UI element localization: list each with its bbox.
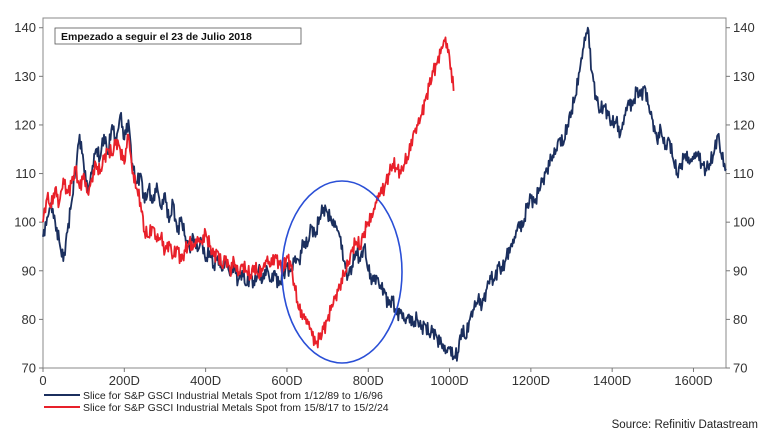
highlight-ellipse [281, 180, 403, 364]
y-axis-left: 70 80 90 100 110 120 130 140 [14, 20, 43, 376]
y-tick-label-right: 120 [733, 117, 755, 132]
y-tick-label-left: 110 [15, 166, 36, 181]
x-tick-label: 1400D [593, 373, 631, 388]
legend-label-series-1: Slice for S&P GSCI Industrial Metals Spo… [83, 390, 383, 402]
x-tick-label: 800D [353, 373, 384, 388]
y-tick-label-left: 120 [14, 117, 36, 132]
x-axis: 0 200D 400D 600D 800D 1000D 1200D 1400D 1600D [39, 368, 713, 388]
y-axis-right: 70 80 90 100 110 120 130 140 [726, 20, 755, 376]
series-layer [42, 26, 727, 362]
y-tick-label-right: 130 [733, 69, 755, 84]
source-text: Source: Refinitiv Datastream [612, 419, 758, 431]
y-tick-label-right: 90 [733, 263, 747, 278]
annotation-box [54, 27, 302, 45]
series-line-2 [42, 36, 455, 349]
x-tick-label: 0 [39, 373, 46, 388]
legend-label-series-2: Slice for S&P GSCI Industrial Metals Spo… [83, 402, 389, 414]
y-tick-label-left: 140 [14, 20, 36, 35]
y-tick-label-right: 140 [733, 20, 755, 35]
y-tick-label-right: 100 [733, 215, 755, 230]
y-tick-label-left: 90 [22, 263, 36, 278]
x-tick-label: 600D [271, 373, 302, 388]
y-tick-label-left: 100 [14, 215, 36, 230]
x-tick-label: 1000D [430, 373, 468, 388]
y-tick-label-left: 130 [14, 69, 36, 84]
x-tick-label: 1600D [674, 373, 712, 388]
x-tick-label: 200D [109, 373, 140, 388]
y-tick-label-left: 70 [22, 361, 36, 376]
annotation-text: Empezado a seguir el 23 de Julio 2018 [61, 31, 252, 43]
series-line-1 [42, 26, 727, 362]
y-tick-label-right: 110 [733, 166, 754, 181]
y-tick-label-right: 70 [733, 361, 747, 376]
y-tick-label-right: 80 [733, 312, 747, 327]
x-tick-label: 1200D [512, 373, 550, 388]
legend: Slice for S&P GSCI Industrial Metals Spo… [44, 390, 389, 414]
x-tick-label: 400D [190, 373, 221, 388]
y-tick-label-left: 80 [22, 312, 36, 327]
